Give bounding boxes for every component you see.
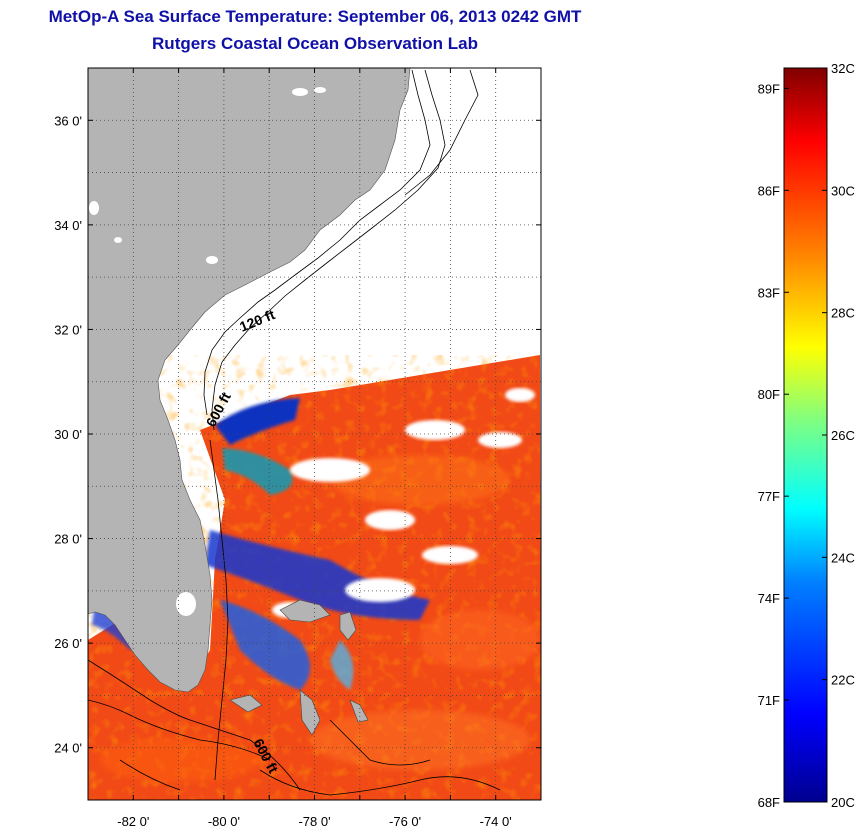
latitude-label: 36 0' [54,113,82,128]
lake [292,88,308,96]
latitude-labels: 36 0' 34 0' 32 0' 30 0' 28 0' 26 0' 24 0' [54,113,82,755]
longitude-label: -80 0' [208,814,240,829]
colorbar-label-fahrenheit: 74F [758,591,780,606]
longitude-label: -74 0' [480,814,512,829]
lake [206,256,218,264]
colorbar-celsius-labels: 32C 30C 28C 26C 24C 22C 20C [831,61,855,810]
longitude-label: -78 0' [298,814,330,829]
longitude-label: -82 0' [117,814,149,829]
map-subtitle: Rutgers Coastal Ocean Observation Lab [152,34,478,53]
longitude-labels: -82 0' -80 0' -78 0' -76 0' -74 0' [117,814,512,829]
colorbar-label-celsius: 30C [831,183,855,198]
colorbar-label-celsius: 32C [831,61,855,76]
colorbar-label-fahrenheit: 77F [758,489,780,504]
colorbar-label-celsius: 22C [831,673,855,688]
axis-ticks [87,68,542,800]
colorbar-label-fahrenheit: 68F [758,795,780,810]
lake [176,592,196,616]
latitude-label: 24 0' [54,741,82,756]
colorbar-label-celsius: 24C [831,550,855,565]
map-title: MetOp-A Sea Surface Temperature: Septemb… [48,7,582,26]
colorbar-label-celsius: 26C [831,428,855,443]
lake [114,237,122,243]
longitude-label: -76 0' [389,814,421,829]
colorbar-label-fahrenheit: 80F [758,387,780,402]
latitude-label: 26 0' [54,636,82,651]
colorbar-fahrenheit-labels: 89F 86F 83F 80F 77F 74F 71F 68F [758,81,780,810]
colorbar-label-celsius: 20C [831,795,855,810]
colorbar-label-fahrenheit: 71F [758,693,780,708]
lake [314,87,326,93]
latitude-label: 30 0' [54,427,82,442]
bathymetry-contours [88,69,501,796]
colorbar-label-fahrenheit: 89F [758,81,780,96]
lake [89,201,99,215]
colorbar [783,67,828,803]
colorbar-label-celsius: 28C [831,306,855,321]
latitude-label: 34 0' [54,218,82,233]
latitude-label: 32 0' [54,322,82,337]
bahamas-islands [229,599,369,736]
land-mass [88,68,411,693]
colorbar-label-fahrenheit: 86F [758,183,780,198]
latitude-label: 28 0' [54,532,82,547]
colorbar-label-fahrenheit: 83F [758,285,780,300]
colorbar-ticks [784,67,827,803]
